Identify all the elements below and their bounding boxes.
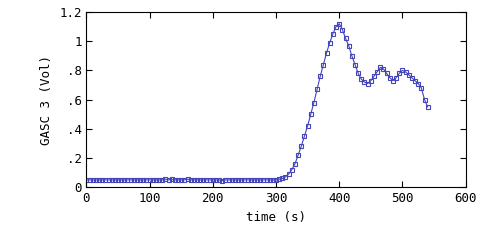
- X-axis label: time (s): time (s): [246, 211, 306, 224]
- Y-axis label: GASC 3 (Vol): GASC 3 (Vol): [40, 55, 53, 144]
